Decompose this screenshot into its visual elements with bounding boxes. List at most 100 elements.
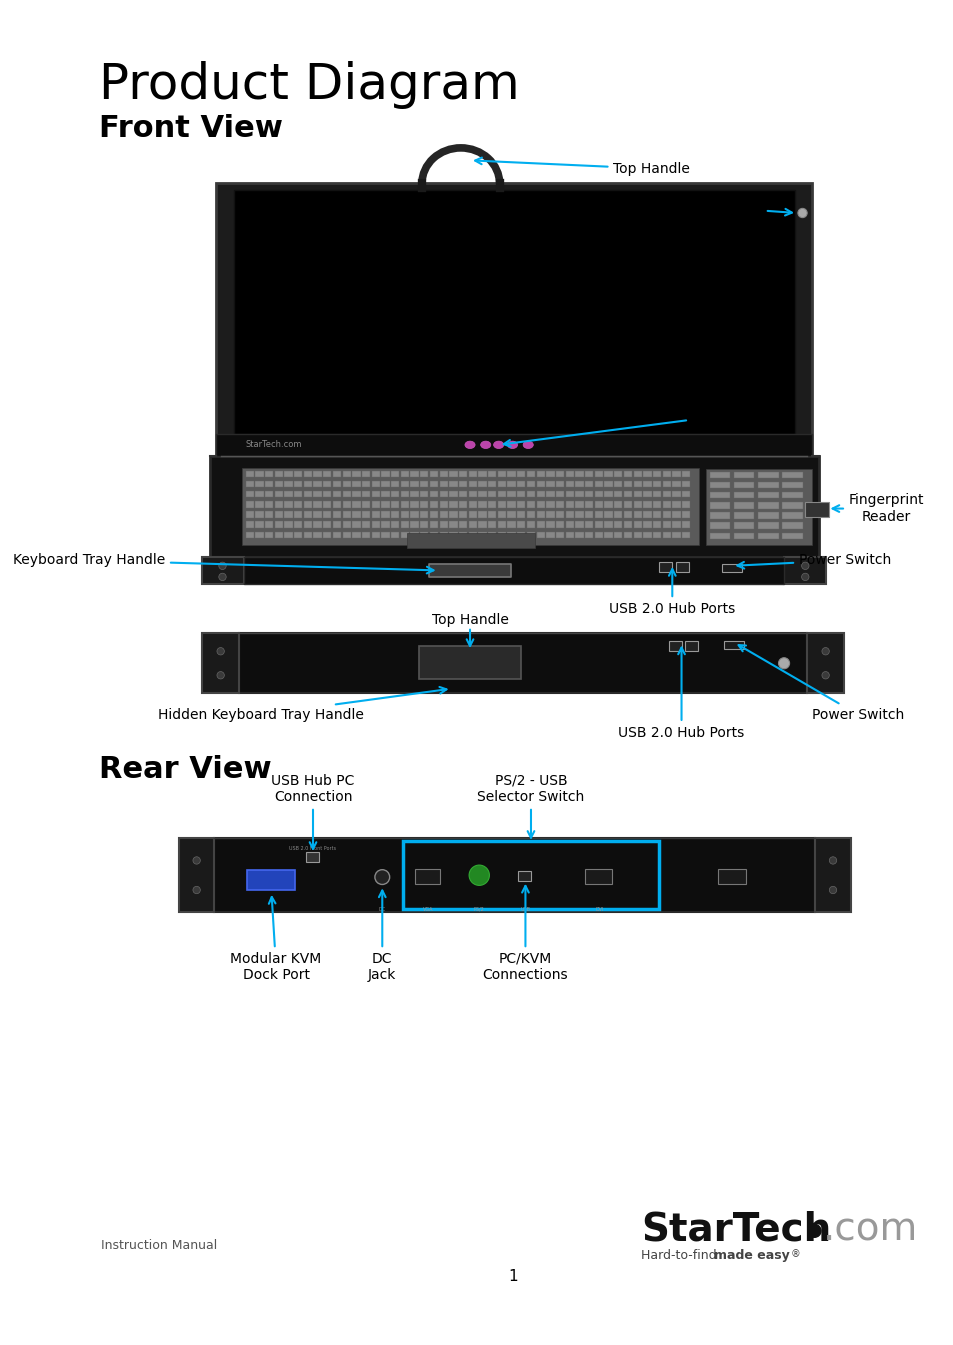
Text: USB 2.0 Front Ports: USB 2.0 Front Ports: [289, 846, 336, 850]
Bar: [734, 522, 754, 529]
Bar: [623, 491, 632, 498]
Bar: [633, 502, 641, 507]
Bar: [381, 522, 389, 529]
Bar: [439, 522, 447, 529]
Bar: [721, 564, 741, 572]
Bar: [623, 502, 632, 507]
Bar: [488, 471, 496, 477]
Bar: [497, 482, 505, 487]
Bar: [556, 511, 563, 518]
Bar: [623, 531, 632, 538]
Bar: [681, 511, 690, 518]
Bar: [458, 511, 467, 518]
Bar: [709, 492, 730, 499]
Bar: [361, 482, 370, 487]
Bar: [323, 491, 331, 498]
Bar: [372, 522, 379, 529]
Bar: [594, 491, 602, 498]
Bar: [781, 533, 801, 539]
Bar: [604, 471, 612, 477]
Bar: [497, 471, 505, 477]
Bar: [352, 522, 360, 529]
Bar: [274, 471, 283, 477]
Bar: [536, 522, 544, 529]
Bar: [323, 511, 331, 518]
Bar: [642, 522, 651, 529]
Bar: [265, 502, 273, 507]
Text: ®: ®: [790, 1250, 800, 1259]
Bar: [430, 491, 437, 498]
Bar: [662, 491, 670, 498]
Bar: [565, 491, 574, 498]
Bar: [546, 482, 554, 487]
Bar: [255, 491, 263, 498]
Bar: [458, 531, 467, 538]
Bar: [556, 531, 563, 538]
Bar: [245, 511, 253, 518]
Bar: [284, 511, 293, 518]
Bar: [284, 502, 293, 507]
Bar: [439, 471, 447, 477]
Bar: [477, 491, 486, 498]
Bar: [604, 491, 612, 498]
Bar: [497, 502, 505, 507]
Bar: [517, 482, 525, 487]
Bar: [668, 640, 680, 651]
Bar: [517, 531, 525, 538]
Bar: [662, 482, 670, 487]
Bar: [274, 531, 283, 538]
Bar: [314, 491, 321, 498]
Bar: [734, 492, 754, 499]
Bar: [430, 502, 437, 507]
Bar: [410, 522, 418, 529]
Bar: [294, 502, 302, 507]
Bar: [255, 482, 263, 487]
Bar: [410, 511, 418, 518]
Bar: [758, 533, 778, 539]
Bar: [391, 531, 399, 538]
Bar: [565, 522, 574, 529]
Bar: [303, 482, 312, 487]
Bar: [681, 502, 690, 507]
Bar: [575, 531, 583, 538]
Circle shape: [469, 865, 489, 885]
Bar: [303, 511, 312, 518]
Bar: [804, 502, 828, 516]
Circle shape: [193, 886, 200, 893]
Bar: [449, 502, 457, 507]
Bar: [623, 522, 632, 529]
Bar: [284, 471, 293, 477]
Bar: [652, 502, 660, 507]
Bar: [400, 502, 409, 507]
Bar: [614, 522, 621, 529]
Bar: [419, 471, 428, 477]
Bar: [265, 511, 273, 518]
Bar: [410, 482, 418, 487]
Bar: [314, 531, 321, 538]
Bar: [507, 471, 516, 477]
Bar: [342, 491, 351, 498]
Bar: [439, 531, 447, 538]
Bar: [247, 870, 295, 890]
Bar: [410, 531, 418, 538]
Bar: [202, 557, 243, 584]
Bar: [430, 471, 437, 477]
Bar: [284, 482, 293, 487]
Bar: [458, 502, 467, 507]
Bar: [681, 482, 690, 487]
Bar: [419, 511, 428, 518]
Bar: [758, 472, 778, 477]
Text: Modular KVM
Dock Port: Modular KVM Dock Port: [231, 897, 321, 982]
Text: Hard-to-find: Hard-to-find: [640, 1250, 720, 1263]
Bar: [255, 471, 263, 477]
Bar: [449, 482, 457, 487]
Bar: [449, 511, 457, 518]
Bar: [517, 522, 525, 529]
Bar: [584, 502, 593, 507]
Text: made easy: made easy: [713, 1250, 789, 1263]
Bar: [410, 502, 418, 507]
Bar: [758, 512, 778, 519]
Ellipse shape: [507, 441, 517, 448]
Ellipse shape: [480, 441, 490, 448]
Circle shape: [218, 573, 226, 581]
